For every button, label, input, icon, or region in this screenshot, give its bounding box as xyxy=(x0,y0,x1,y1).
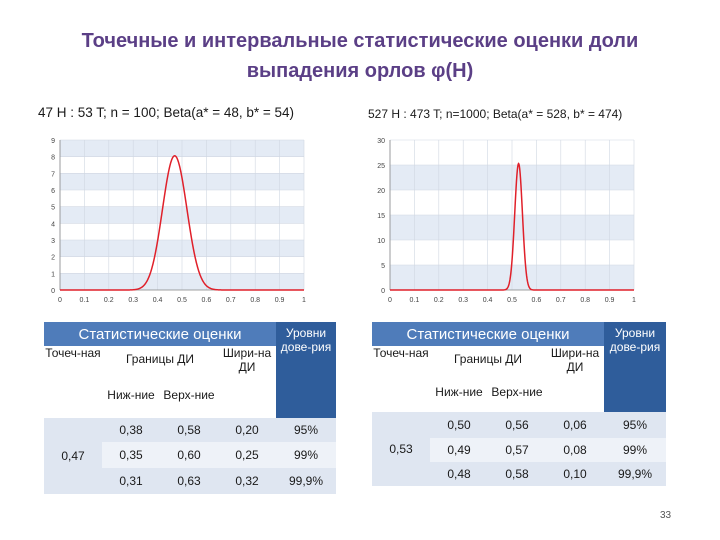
left-xtick-label: 0.3 xyxy=(128,297,138,304)
right-row2-upper: 0,57 xyxy=(488,438,546,462)
right-row3-upper: 0,58 xyxy=(488,462,546,486)
left-subtitle: 47 H : 53 T; n = 100; Beta(a* = 48, b* =… xyxy=(38,105,295,120)
right-ytick-label: 10 xyxy=(377,238,385,245)
left-header-main: Статистические оценки xyxy=(44,322,276,346)
right-beta-curve xyxy=(390,162,634,291)
title-line-2: выпадения орлов φ(H) xyxy=(246,60,474,82)
right-xtick-label: 0.3 xyxy=(458,297,468,304)
left-row3-width: 0,32 xyxy=(218,468,276,494)
right-xtick-label: 0 xyxy=(388,297,392,304)
left-ytick-label: 2 xyxy=(51,255,55,262)
left-beta-chart: 0 1 2 3 4 5 6 7 8 9 0 0.1 0.2 0.3 0.4 0.5 0.6 0.7 0.8 0.9 1 xyxy=(51,138,306,304)
right-stats-table: Статистические оценки Уровни дове-рия То… xyxy=(372,322,666,486)
left-beta-curve xyxy=(60,155,304,291)
right-header-main: Статистические оценки xyxy=(372,322,604,346)
left-ytick-label: 0 xyxy=(51,288,55,295)
right-row3-width: 0,10 xyxy=(546,462,604,486)
left-row2-level: 99% xyxy=(276,442,336,468)
left-row3-level: 99,9% xyxy=(276,468,336,494)
left-col-point: Точеч-ная xyxy=(44,346,102,418)
left-ytick-label: 4 xyxy=(51,221,55,228)
left-xtick-label: 1 xyxy=(302,297,306,304)
left-row2-lower: 0,35 xyxy=(102,442,160,468)
left-xtick-label: 0 xyxy=(58,297,62,304)
right-col-bounds: Границы ДИ xyxy=(430,346,546,372)
left-row3-upper: 0,63 xyxy=(160,468,218,494)
left-row3-lower: 0,31 xyxy=(102,468,160,494)
left-ytick-label: 6 xyxy=(51,188,55,195)
left-stats-table: Статистические оценки Уровни дове-рия То… xyxy=(44,322,336,494)
left-xtick-label: 0.8 xyxy=(250,297,260,304)
left-xtick-label: 0.6 xyxy=(202,297,212,304)
right-point-value: 0,53 xyxy=(372,412,430,486)
right-xtick-label: 0.4 xyxy=(483,297,493,304)
left-col-bounds: Границы ДИ xyxy=(102,346,218,372)
left-xtick-label: 0.7 xyxy=(226,297,236,304)
left-header-levels: Уровни дове-рия xyxy=(276,322,336,418)
left-col-width: Шири-на ДИ xyxy=(218,346,276,418)
right-xtick-label: 1 xyxy=(632,297,636,304)
right-row2-width: 0,08 xyxy=(546,438,604,462)
right-row1-lower: 0,50 xyxy=(430,412,488,438)
left-ytick-label: 5 xyxy=(51,205,55,212)
page-number: 33 xyxy=(660,510,672,521)
right-xtick-label: 0.7 xyxy=(556,297,566,304)
right-col-lower: Ниж-ние xyxy=(430,372,488,412)
right-xtick-label: 0.5 xyxy=(507,297,517,304)
right-ytick-label: 20 xyxy=(377,188,385,195)
right-row3-lower: 0,48 xyxy=(430,462,488,486)
right-xtick-label: 0.6 xyxy=(532,297,542,304)
left-point-value: 0,47 xyxy=(44,418,102,494)
left-xtick-label: 0.4 xyxy=(153,297,163,304)
right-col-upper: Верх-ние xyxy=(488,372,546,412)
slide-title: Точечные и интервальные статистические о… xyxy=(20,26,700,86)
right-xtick-label: 0.2 xyxy=(434,297,444,304)
left-ytick-label: 8 xyxy=(51,155,55,162)
right-ytick-label: 5 xyxy=(381,263,385,270)
left-ytick-label: 7 xyxy=(51,171,55,178)
right-subtitle: 527 H : 473 T; n=1000; Beta(a* = 528, b*… xyxy=(368,107,623,121)
right-header-levels: Уровни дове-рия xyxy=(604,322,666,412)
left-xtick-label: 0.1 xyxy=(80,297,90,304)
left-row1-lower: 0,38 xyxy=(102,418,160,442)
left-row2-upper: 0,60 xyxy=(160,442,218,468)
right-xtick-label: 0.9 xyxy=(605,297,615,304)
right-row3-level: 99,9% xyxy=(604,462,666,486)
right-row2-level: 99% xyxy=(604,438,666,462)
left-xtick-label: 0.5 xyxy=(177,297,187,304)
right-xtick-label: 0.8 xyxy=(580,297,590,304)
right-row1-level: 95% xyxy=(604,412,666,438)
right-ytick-label: 15 xyxy=(377,213,385,220)
right-ytick-label: 30 xyxy=(377,138,385,145)
left-col-lower: Ниж-ние xyxy=(102,372,160,418)
left-row2-width: 0,25 xyxy=(218,442,276,468)
left-ytick-label: 3 xyxy=(51,238,55,245)
right-beta-chart: 0 5 10 15 20 25 30 0 0.1 0.2 0.3 0.4 0.5 0.6 0.7 0.8 0.9… xyxy=(377,138,636,304)
left-row1-level: 95% xyxy=(276,418,336,442)
left-ytick-label: 1 xyxy=(51,271,55,278)
right-row1-upper: 0,56 xyxy=(488,412,546,438)
left-row1-upper: 0,58 xyxy=(160,418,218,442)
right-ytick-label: 0 xyxy=(381,288,385,295)
left-col-upper: Верх-ние xyxy=(160,372,218,418)
right-col-point: Точеч-ная xyxy=(372,346,430,412)
left-xtick-label: 0.2 xyxy=(104,297,114,304)
right-row2-lower: 0,49 xyxy=(430,438,488,462)
right-xtick-label: 0.1 xyxy=(410,297,420,304)
right-row1-width: 0,06 xyxy=(546,412,604,438)
left-ytick-label: 9 xyxy=(51,138,55,145)
right-ytick-label: 25 xyxy=(377,163,385,170)
left-row1-width: 0,20 xyxy=(218,418,276,442)
left-xtick-label: 0.9 xyxy=(275,297,285,304)
title-line-1: Точечные и интервальные статистические о… xyxy=(81,30,639,52)
right-col-width: Шири-на ДИ xyxy=(546,346,604,412)
